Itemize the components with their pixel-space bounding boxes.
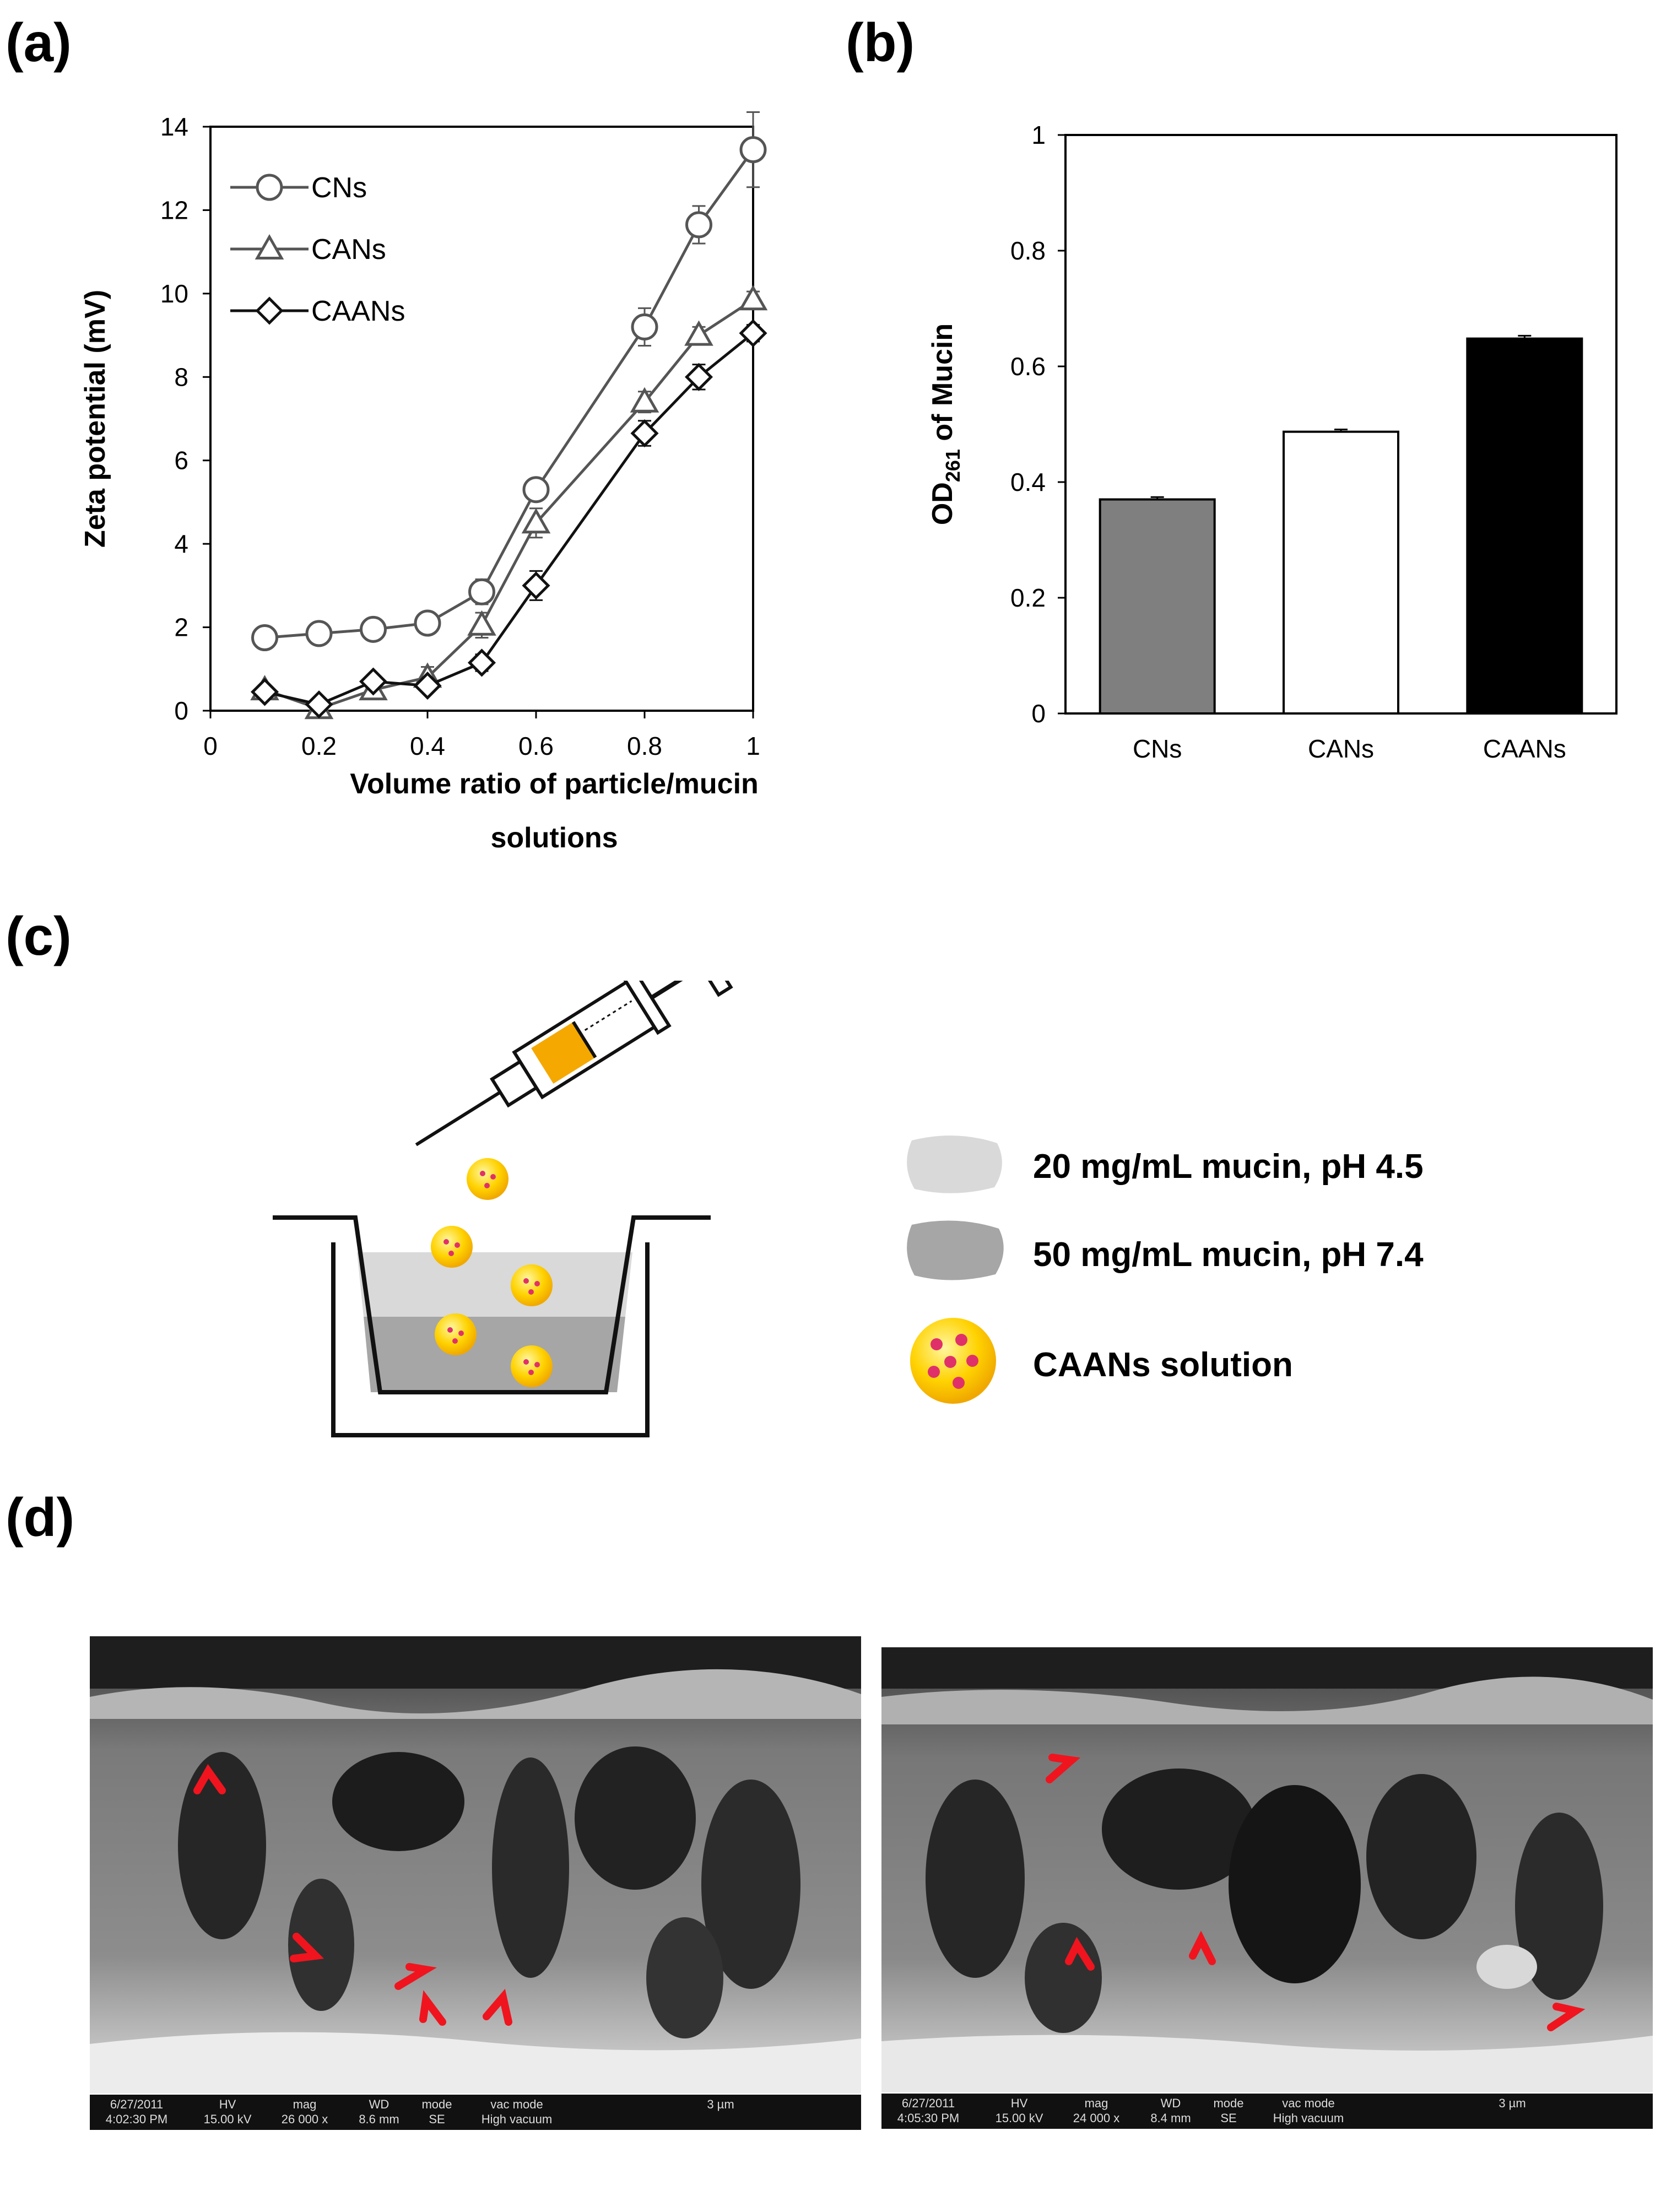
legend-label-50: 50 mg/mL mucin, pH 7.4 (1033, 1236, 1424, 1274)
y-tick-label: 12 (160, 196, 188, 224)
legend-label-CANs: CANs (311, 234, 386, 266)
bar-CAANs (1466, 337, 1583, 715)
syringe-icon (415, 981, 733, 1146)
data-point-CANs (521, 508, 551, 534)
legend-marker-CANs (255, 234, 284, 259)
x-tick-label: 0 (203, 732, 218, 760)
panel-label-a: (a) (6, 12, 72, 73)
legend-swatch-caans (910, 1318, 996, 1404)
y-axis-label: Zeta potential (mV) (79, 290, 111, 548)
scale-bar: 3 µm (707, 2097, 734, 2111)
nanoparticle-icon (467, 1158, 508, 1200)
y-tick-label: 0.2 (1010, 583, 1046, 612)
mucin-layer-50 (364, 1317, 625, 1392)
y-tick-label: 8 (174, 363, 188, 391)
x-tick-label: 0.2 (301, 732, 337, 760)
panel-label-d: (d) (6, 1487, 75, 1548)
y-tick-label: 0 (174, 696, 188, 725)
x-axis-label-line1: Volume ratio of particle/mucin (350, 768, 759, 800)
series-line-CAANs (264, 332, 754, 706)
data-point-CAANs (522, 571, 550, 600)
data-point-CNs (251, 624, 278, 651)
arrow-marker-group (193, 1764, 512, 2026)
panel-label-b: (b) (846, 12, 915, 73)
data-point-CAANs (684, 363, 713, 391)
y-tick-label: 14 (160, 112, 188, 141)
data-point-CAANs (630, 419, 659, 448)
data-point-CANs (738, 285, 768, 311)
y-axis-label-od: OD261 of Mucin (927, 323, 964, 525)
x-tick-label: 0.4 (410, 732, 445, 760)
legend-marker-CNs (256, 174, 283, 201)
y-tick-label: 0.8 (1010, 236, 1046, 265)
data-point-CNs (360, 615, 387, 643)
sem-footer-right: 6/27/2011 4:05:30 PM HV 15.00 kV mag 24 000… (881, 2094, 1653, 2129)
data-point-CANs (630, 387, 659, 413)
y-tick-label: 1 (1031, 121, 1046, 149)
data-point-CAANs (467, 648, 496, 677)
nanoparticle-icon (511, 1264, 553, 1306)
data-point-CANs (467, 610, 496, 636)
legend-label-20: 20 mg/mL mucin, pH 4.5 (1033, 1148, 1424, 1186)
legend-label-CNs: CNs (311, 172, 367, 204)
nanoparticle-icon (511, 1345, 553, 1387)
sem-image-right (881, 1647, 1653, 2092)
nanoparticle-icon (431, 1226, 473, 1268)
y-tick-label: 0 (1031, 699, 1046, 728)
sem-footer-left: 6/27/2011 4:02:30 PM HV 15.00 kV mag 26 000… (90, 2095, 861, 2130)
data-point-CANs (684, 320, 713, 346)
data-point-CNs (468, 578, 495, 605)
x-category-label: CNs (1133, 734, 1182, 763)
bar-CNs (1099, 498, 1216, 715)
y-tick-label: 10 (160, 279, 188, 308)
bar-CANs (1283, 430, 1399, 715)
data-point-CAANs (359, 667, 388, 696)
arrow-marker-group (1046, 1754, 1586, 2031)
x-axis-label-line2: solutions (490, 822, 618, 854)
series-line-CANs (264, 299, 754, 710)
legend-swatch-50 (907, 1220, 1004, 1280)
x-tick-label: 0.6 (518, 732, 554, 760)
data-point-CNs (739, 136, 767, 164)
nanoparticle-icon (435, 1313, 477, 1355)
x-tick-label: 1 (746, 732, 760, 760)
transwell-well (331, 1242, 650, 1437)
od-mucin-bar-chart: 0 0.2 0.4 0.6 0.8 1 CNs CANs CAANs OD261 of Muc… (927, 121, 1618, 763)
y-tick-label: 0.6 (1010, 352, 1046, 381)
plot-frame-a (209, 126, 754, 712)
x-category-label: CAANs (1483, 734, 1566, 763)
data-point-CNs (414, 609, 441, 637)
data-point-CNs (305, 620, 333, 647)
x-category-label: CANs (1308, 734, 1374, 763)
y-tick-label: 6 (174, 446, 188, 475)
data-point-CAANs (250, 678, 279, 706)
x-tick-label: 0.8 (627, 732, 662, 760)
data-point-CAANs (739, 319, 767, 348)
series-line-CNs (264, 149, 755, 639)
y-tick-label: 0.4 (1010, 468, 1046, 496)
plot-frame-b (1064, 134, 1618, 715)
legend-swatch-20 (907, 1135, 1002, 1193)
data-point-CNs (631, 313, 658, 340)
legend-label-CAANs: CAANs (311, 295, 405, 327)
data-point-CAANs (305, 690, 333, 719)
legend-label-caans: CAANs solution (1033, 1346, 1293, 1384)
panel-label-c: (c) (6, 906, 72, 966)
scale-bar: 3 µm (1499, 2096, 1526, 2110)
data-point-CNs (685, 211, 712, 239)
sem-image-left (90, 1636, 861, 2094)
mucin-schematic (273, 981, 733, 1437)
y-tick-label: 4 (174, 529, 188, 558)
legend-marker-CAANs (255, 296, 284, 325)
mucin-layer-20 (357, 1252, 632, 1317)
data-point-CAANs (413, 672, 442, 700)
data-point-CNs (522, 476, 550, 504)
y-tick-label: 2 (174, 613, 188, 642)
transwell-insert (273, 1215, 711, 1394)
